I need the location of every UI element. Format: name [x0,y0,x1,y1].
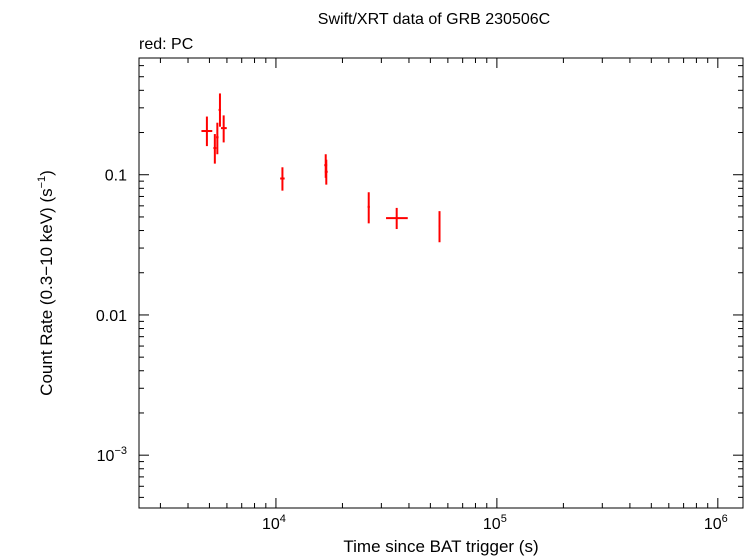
y-tick-label: 0.01 [96,308,127,325]
x-tick-label-base: 10 [704,516,722,533]
data-point [216,122,219,155]
data-point [201,116,213,147]
data-point [324,159,328,185]
x-tick-label: 104 [262,513,286,533]
data-point [386,207,408,230]
y-axis-label: Count Rate (0.3−10 keV) (s−1) [36,170,56,396]
y-tick-label-base: 10 [97,448,115,465]
axis-ticks [139,58,743,508]
data-point [438,211,441,243]
chart-subtitle: red: PC [139,36,193,53]
data-point [213,134,217,164]
data-point [220,115,227,143]
chart-title: Swift/XRT data of GRB 230506C [318,11,550,28]
data-points [201,93,441,243]
data-point [367,192,370,224]
x-tick-label-exponent: 5 [501,513,507,525]
x-tick-label: 106 [704,513,728,533]
y-axis-label-exponent: −1 [36,176,48,189]
data-point [280,167,285,191]
x-tick-label-exponent: 6 [722,513,728,525]
plot-frame [138,57,744,509]
y-axis-label-main: Count Rate (0.3−10 keV) (s [37,188,56,395]
x-axis-label: Time since BAT trigger (s) [343,537,538,556]
data-point [218,93,221,127]
y-tick-label: 10−3 [97,445,127,465]
y-tick-label: 0.1 [105,168,127,185]
x-tick-label-base: 10 [483,516,501,533]
x-tick-label-base: 10 [262,516,280,533]
x-tick-label: 105 [483,513,507,533]
x-tick-label-exponent: 4 [280,513,286,525]
y-axis-label-close: ) [37,170,56,176]
y-tick-label-exponent: −3 [114,445,127,457]
